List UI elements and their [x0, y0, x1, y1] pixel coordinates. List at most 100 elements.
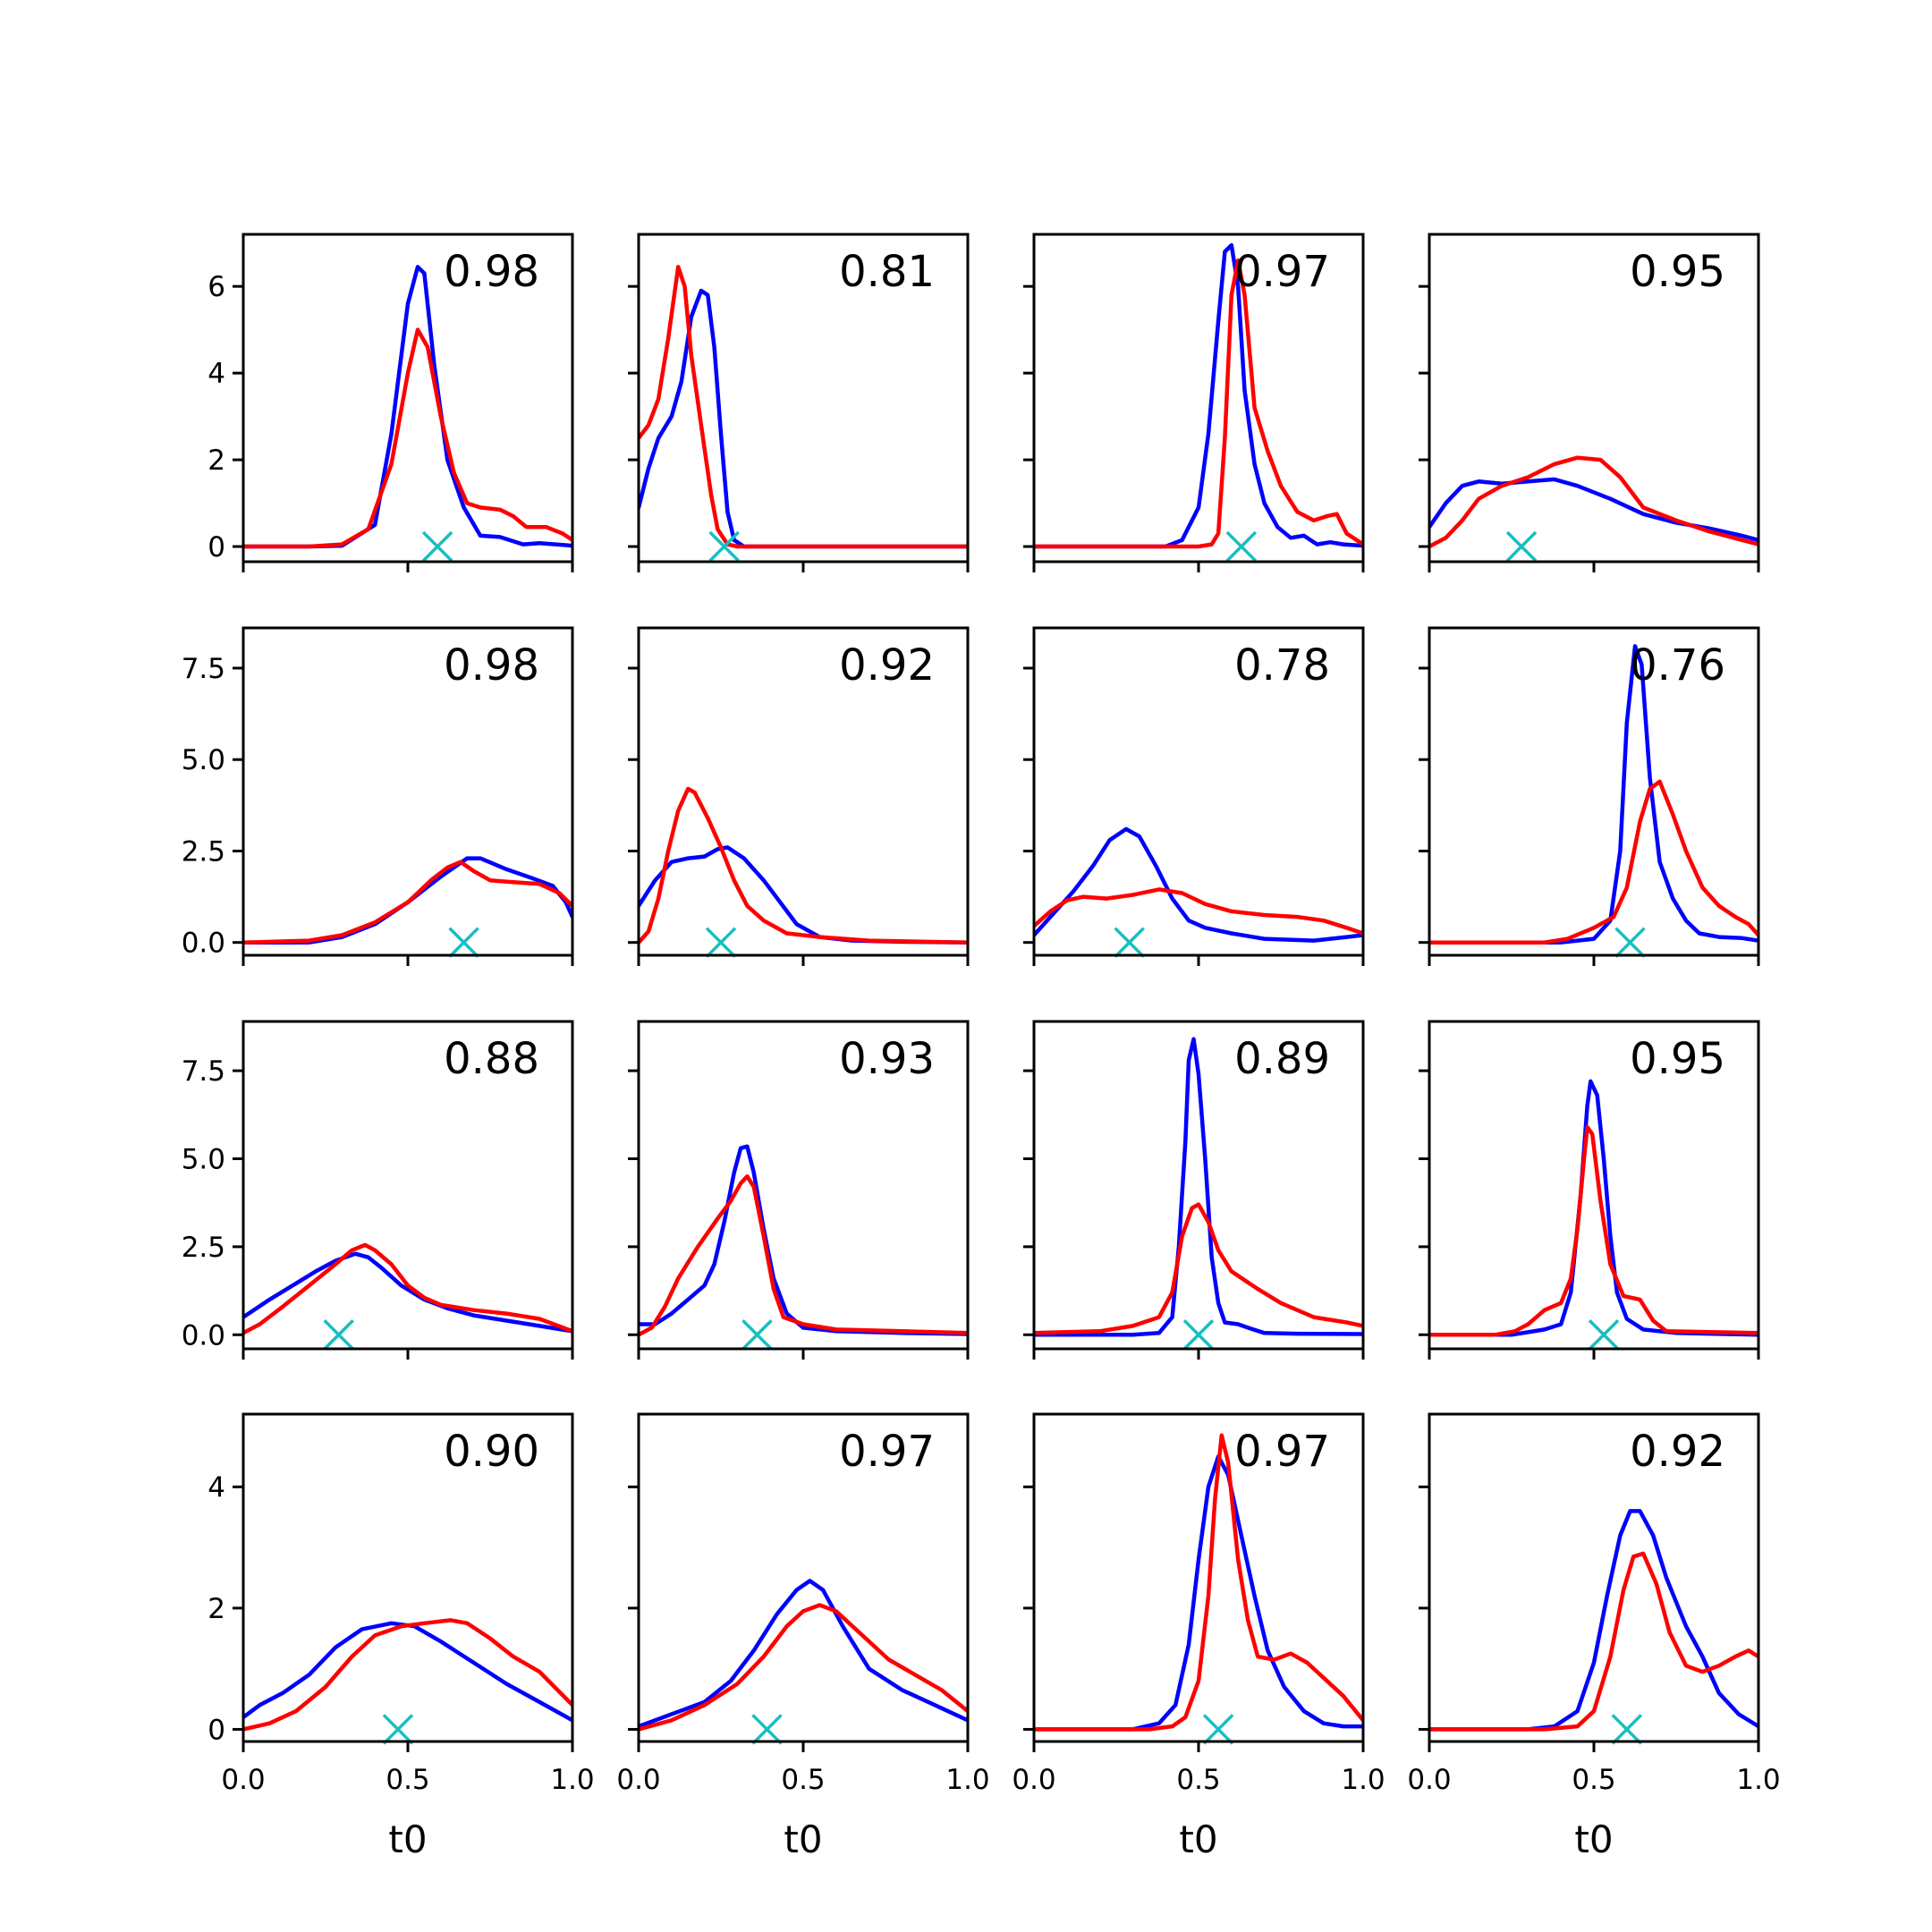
panel-annotation: 0.81 [839, 247, 935, 297]
y-tick-label: 0 [208, 1714, 225, 1746]
subplot-r4-c3: 0.0 0.5 1.0 t0 0.97 [1012, 1412, 1385, 1861]
panel-annotation: 0.97 [1234, 247, 1330, 297]
x-axis-label: t0 [784, 1818, 822, 1861]
true-value-marker [751, 1714, 783, 1745]
x-tick-label: 0.5 [1176, 1764, 1220, 1796]
y-tick-label: 7.5 [182, 653, 225, 685]
true-value-marker [382, 1714, 414, 1745]
blue-curve [243, 1621, 572, 1723]
panel-annotation: 0.92 [839, 640, 935, 691]
blue-curve [1429, 477, 1758, 543]
x-axis-label: t0 [1574, 1818, 1613, 1861]
subplot-r3-c3: 0.89 [1023, 1020, 1365, 1360]
true-value-marker [1182, 1319, 1215, 1351]
red-curve [1034, 258, 1363, 549]
x-axis-label: t0 [1179, 1818, 1217, 1861]
subplot-r2-c3: 0.78 [1023, 626, 1365, 966]
y-tick-label: 0 [208, 531, 225, 564]
true-value-marker [421, 530, 453, 563]
blue-curve [1429, 1079, 1758, 1337]
x-tick-label: 0.5 [386, 1764, 429, 1796]
true-value-marker [1114, 927, 1145, 958]
blue-curve [1429, 644, 1758, 945]
y-tick-label: 0.0 [182, 1319, 225, 1352]
x-axis-label: t0 [388, 1818, 427, 1861]
subplot-r4-c4: 0.0 0.5 1.0 t0 0.92 [1407, 1412, 1781, 1861]
subplot-r2-c1: 0.0 2.5 5.0 7.5 0.98 [182, 626, 574, 966]
true-value-marker [1588, 1319, 1620, 1351]
x-tick-label: 1.0 [1736, 1764, 1780, 1796]
subplot-r4-c1: 0 2 4 0.0 0.5 1.0 t0 0.90 [208, 1412, 595, 1861]
subplot-r1-c3: 0.97 [1023, 233, 1365, 572]
panel-annotation: 0.89 [1234, 1034, 1330, 1084]
red-curve [1429, 1551, 1758, 1732]
panel-annotation: 0.78 [1234, 640, 1330, 691]
blue-curve [639, 845, 968, 945]
red-curve [1429, 779, 1758, 945]
red-curve [243, 327, 572, 549]
x-tick-label: 0.0 [1012, 1764, 1055, 1796]
blue-curve [1034, 826, 1363, 943]
true-value-marker [1614, 927, 1646, 958]
subplot-r3-c4: 0.95 [1419, 1020, 1760, 1360]
panel-annotation: 0.76 [1630, 640, 1725, 691]
red-curve [243, 1618, 572, 1732]
true-value-marker [1202, 1714, 1234, 1745]
red-curve [639, 786, 968, 945]
red-curve [243, 860, 572, 945]
y-tick-label: 2 [208, 445, 225, 477]
panel-annotation: 0.97 [1234, 1427, 1330, 1477]
true-value-marker [705, 927, 737, 958]
red-curve [1034, 1202, 1363, 1335]
panel-annotation: 0.97 [839, 1427, 935, 1477]
y-tick-label: 2.5 [182, 835, 225, 868]
true-value-marker [1611, 1714, 1643, 1745]
x-tick-label: 0.5 [781, 1764, 825, 1796]
subplot-r1-c4: 0.95 [1419, 233, 1760, 572]
blue-curve [243, 265, 572, 549]
x-tick-label: 0.0 [221, 1764, 265, 1796]
subplot-r3-c1: 0.0 2.5 5.0 7.5 0.88 [182, 1020, 574, 1360]
blue-curve [243, 1251, 572, 1334]
subplot-r2-c2: 0.92 [628, 626, 970, 966]
panel-annotation: 0.98 [444, 247, 539, 297]
true-value-marker [708, 530, 740, 563]
true-value-marker [448, 927, 479, 958]
subplot-r1-c1: 0 2 4 6 0.98 [208, 233, 574, 572]
x-tick-label: 1.0 [1341, 1764, 1385, 1796]
panel-annotation: 0.93 [839, 1034, 935, 1084]
y-tick-label: 7.5 [182, 1055, 225, 1088]
true-value-marker [1505, 530, 1538, 563]
red-curve [639, 265, 968, 549]
panel-annotation: 0.92 [1630, 1427, 1725, 1477]
y-tick-label: 2 [208, 1593, 225, 1625]
panel-annotation: 0.95 [1630, 247, 1725, 297]
x-tick-label: 0.0 [616, 1764, 660, 1796]
blue-curve [1034, 242, 1363, 549]
panel-annotation: 0.88 [444, 1034, 539, 1084]
blue-curve [639, 288, 968, 549]
red-curve [1429, 1124, 1758, 1337]
red-curve [1034, 887, 1363, 936]
subplot-r3-c2: 0.93 [628, 1020, 970, 1360]
y-tick-label: 5.0 [182, 1143, 225, 1175]
x-tick-label: 1.0 [550, 1764, 594, 1796]
true-value-marker [741, 1319, 773, 1351]
blue-curve [1034, 1454, 1363, 1732]
y-tick-label: 0.0 [182, 928, 225, 960]
true-value-marker [1225, 530, 1258, 563]
blue-curve [639, 1579, 968, 1729]
panel-annotation: 0.90 [444, 1427, 539, 1477]
subplot-r4-c2: 0.0 0.5 1.0 t0 0.97 [616, 1412, 990, 1861]
y-tick-label: 6 [208, 271, 225, 303]
y-tick-label: 4 [208, 1471, 225, 1504]
subplot-r1-c2: 0.81 [628, 233, 970, 572]
x-tick-label: 0.5 [1572, 1764, 1615, 1796]
blue-curve [1034, 1037, 1363, 1337]
red-curve [243, 1242, 572, 1335]
blue-curve [639, 1144, 968, 1336]
x-tick-label: 1.0 [945, 1764, 989, 1796]
y-tick-label: 5.0 [182, 744, 225, 776]
true-value-marker [323, 1319, 354, 1351]
